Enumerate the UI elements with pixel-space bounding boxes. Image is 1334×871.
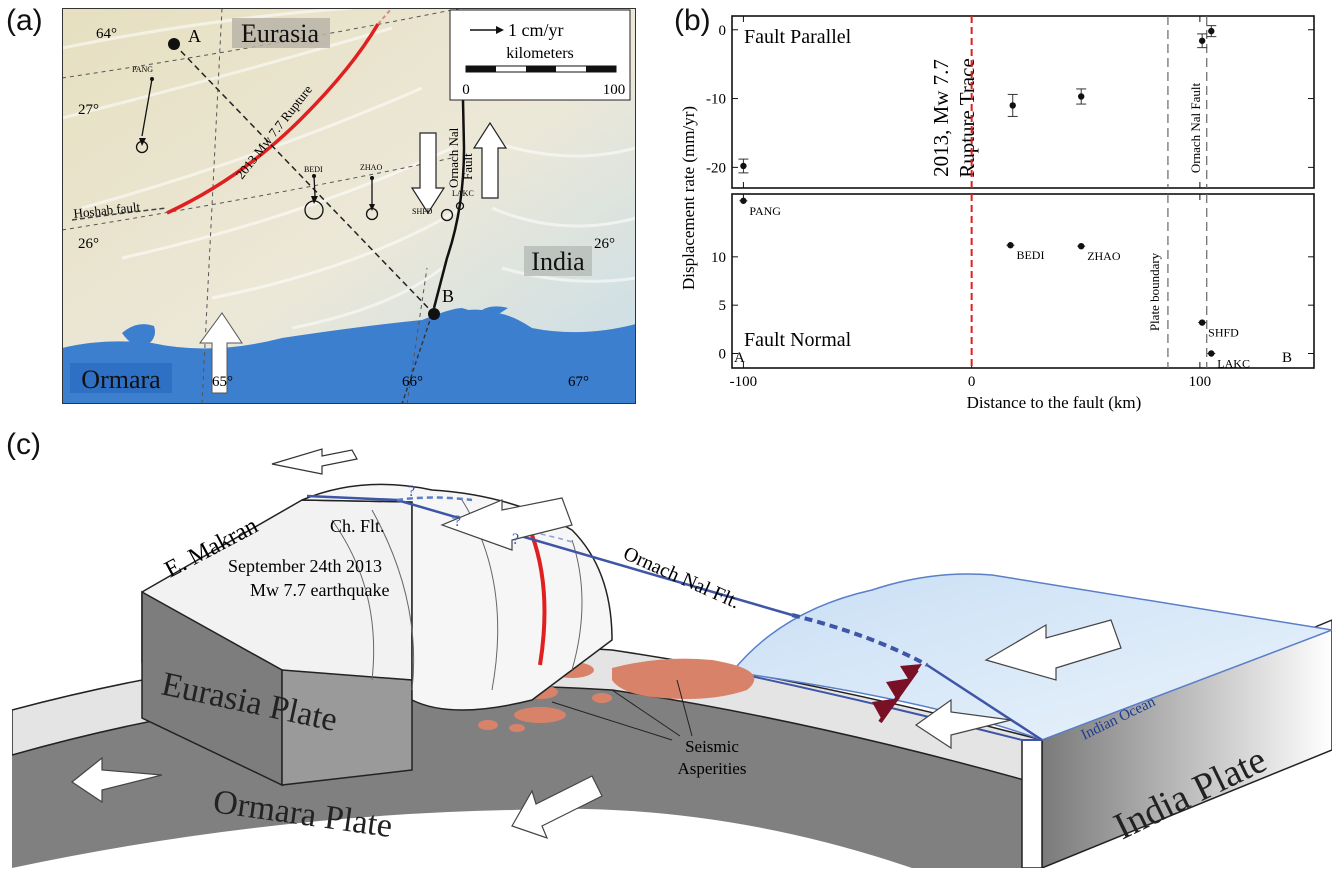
data-point — [1078, 243, 1085, 250]
y-axis-label: Displacement rate (mm/yr) — [679, 106, 698, 290]
station-label: LAKC — [1217, 357, 1250, 371]
y-tick-label: 0 — [719, 23, 727, 39]
station-label: BEDI — [1016, 248, 1044, 262]
label-ch-flt: Ch. Flt. — [330, 516, 385, 536]
india-plate-motion-arrow — [199, 312, 243, 394]
left-lateral-arrow-down — [410, 132, 446, 215]
x-tick-label: 0 — [968, 374, 976, 390]
label-asperities: Asperities — [678, 759, 747, 778]
x-tick-label: -100 — [730, 374, 758, 390]
label-seismic: Seismic — [685, 737, 739, 756]
displacement-chart: Displacement rate (mm/yr) Distance to th… — [679, 15, 1315, 412]
x-axis-label: Distance to the fault (km) — [967, 393, 1142, 412]
data-point — [740, 197, 747, 204]
scale-min: 0 — [462, 82, 470, 98]
subplot-title-parallel: Fault Parallel — [744, 26, 852, 48]
region-eurasia: Eurasia — [241, 19, 319, 48]
label-ornach-nal-flt: Ornach Nal Flt. — [620, 542, 743, 613]
ornach-nal-fault-line — [432, 52, 466, 309]
data-point — [1078, 93, 1085, 100]
station-label: PANG — [132, 65, 153, 74]
question-mark: ? — [454, 513, 461, 530]
data-point — [1198, 37, 1206, 44]
profile-line — [173, 43, 435, 315]
station-label: ZHAO — [1087, 249, 1121, 263]
map-legend: 1 cm/yr kilometers 0 100 — [449, 9, 631, 101]
lon-label: 67° — [568, 374, 589, 390]
ormara-plate-arrow-lower — [511, 775, 603, 839]
lon-label: 66° — [402, 374, 423, 390]
label-eq-line2: Mw 7.7 earthquake — [250, 580, 389, 600]
left-lateral-arrow-up — [472, 121, 508, 199]
lon-label: 65° — [212, 374, 233, 390]
panel-label-b: (b) — [674, 4, 711, 37]
y-tick-label: 10 — [711, 250, 726, 266]
hoshab-fault-line — [71, 207, 168, 221]
lat-label: 26° — [78, 236, 99, 252]
ormara-upper-arrow — [440, 497, 573, 551]
ornach-fault-label-line1: Ornach Nal — [446, 127, 461, 188]
distance-scale-title: kilometers — [506, 45, 574, 62]
block-diagram: E. Makran Ch. Flt. September 24th 2013 M… — [12, 448, 1332, 868]
station-label: LAKC — [452, 189, 474, 198]
station-label: SHFD — [1208, 326, 1239, 340]
ornach-fault-label-line2: Fault — [460, 153, 475, 180]
station-label: SHFD — [412, 207, 433, 216]
profile-end-marker — [428, 308, 440, 320]
y-tick-label: -10 — [706, 92, 726, 108]
data-point — [1208, 350, 1215, 357]
scale-max: 100 — [603, 82, 626, 98]
data-point — [1208, 27, 1215, 35]
label-eq-line1: September 24th 2013 — [228, 556, 382, 576]
hoshab-fault-label: Hoshab fault — [73, 199, 141, 221]
data-point — [1009, 102, 1016, 109]
profile-label-a: A — [188, 26, 201, 46]
profile-start-marker — [168, 38, 180, 50]
x-tick-label: 100 — [1189, 374, 1212, 390]
ornach-nal-fault-label: Ornach Nal Fault — [1188, 82, 1203, 173]
region-india: India — [531, 247, 585, 276]
station-label: BEDI — [304, 165, 323, 174]
lon-label: 64° — [96, 26, 117, 42]
question-mark: ? — [512, 531, 519, 548]
question-mark: ? — [408, 483, 415, 500]
rupture-trace-label-line2: Rupture Trace — [955, 58, 979, 178]
corner-label-a: A — [734, 350, 745, 366]
eurasia-motion-arrow — [271, 448, 358, 475]
station-label: ZHAO — [360, 163, 382, 172]
subplot-frame — [731, 193, 1315, 369]
panel-label-a: (a) — [6, 4, 43, 37]
subplot-title-normal: Fault Normal — [744, 329, 852, 351]
arabian-sea — [62, 308, 636, 404]
region-ormara: Ormara — [81, 365, 161, 394]
subplot-frame — [731, 15, 1315, 189]
lat-label: 26° — [594, 236, 615, 252]
rupture-trace-label-line1: 2013, Mw 7.7 — [929, 59, 953, 177]
data-point — [1007, 242, 1014, 249]
fault-map: Eurasia India Ormara 27° 26° 26° 64° 65°… — [62, 8, 636, 404]
2013-rupture-surface-trace — [530, 534, 547, 666]
profile-label-b: B — [442, 286, 454, 306]
station-label: PANG — [749, 204, 781, 218]
india-plate-motion-arrow — [914, 698, 1012, 750]
data-point — [1198, 319, 1206, 326]
ormara-plate-arrow-left — [70, 756, 163, 804]
velocity-scale-label: 1 cm/yr — [508, 20, 564, 40]
y-tick-label: -20 — [706, 160, 726, 176]
y-tick-label: 0 — [719, 347, 727, 363]
corner-label-b: B — [1282, 350, 1292, 366]
y-tick-label: 5 — [719, 298, 727, 314]
plate-boundary-label: Plate boundary — [1147, 252, 1162, 331]
rupture-trace — [166, 23, 380, 215]
india-surface-arrow — [984, 619, 1122, 681]
lat-label: 27° — [78, 102, 99, 118]
data-point — [740, 162, 747, 170]
panel-label-c: (c) — [6, 428, 41, 461]
